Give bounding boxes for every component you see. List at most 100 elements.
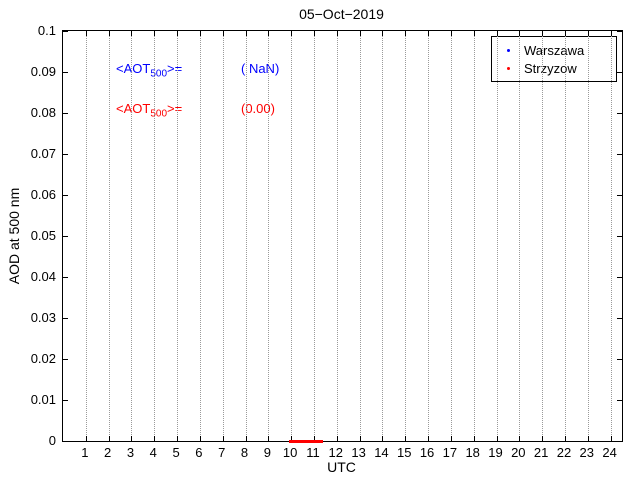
x-tick-mark [428, 31, 430, 36]
x-tick-mark [587, 436, 589, 441]
strzyzow-mean-annotation: <AOT500>= (0.00) [116, 101, 275, 120]
x-tick-mark [313, 31, 315, 36]
x-tick-label: 17 [442, 445, 458, 460]
data-point-strzyzow [314, 440, 319, 443]
y-tick-label: 0.02 [30, 351, 56, 366]
x-tick-mark [268, 31, 270, 36]
y-tick-mark [63, 359, 68, 360]
y-tick-label: 0 [48, 433, 56, 448]
gridline-vertical [450, 31, 452, 441]
y-tick-mark [63, 72, 68, 73]
gridline-vertical [359, 31, 361, 441]
x-tick-mark [336, 31, 338, 36]
x-tick-label: 22 [556, 445, 572, 460]
y-tick-mark [617, 31, 622, 32]
x-tick-mark [542, 436, 544, 441]
x-tick-mark [496, 436, 498, 441]
x-tick-mark [564, 31, 566, 36]
gridline-vertical [428, 31, 430, 441]
y-tick-mark [617, 72, 622, 73]
y-tick-label: 0.08 [30, 105, 56, 120]
warszawa-mean-annotation: <AOT500>= ( NaN) [116, 61, 279, 80]
x-tick-mark [473, 31, 475, 36]
x-tick-mark [85, 436, 87, 441]
x-tick-mark [359, 31, 361, 36]
x-tick-mark [245, 436, 247, 441]
y-tick-label: 0.01 [30, 392, 56, 407]
gridline-vertical [336, 31, 338, 441]
y-tick-mark [617, 400, 622, 401]
strzyzow-dot-icon [506, 66, 510, 70]
x-tick-mark [473, 436, 475, 441]
x-tick-label: 8 [240, 445, 249, 460]
x-tick-label: 23 [579, 445, 594, 460]
x-tick-label: 19 [488, 445, 503, 460]
x-tick-mark [336, 436, 338, 441]
x-tick-label: 3 [126, 445, 135, 460]
x-tick-mark [85, 31, 87, 36]
chart-title: 05−Oct−2019 [299, 6, 384, 22]
y-tick-label: 0.09 [30, 64, 56, 79]
data-point-strzyzow [300, 440, 305, 443]
y-tick-label: 0.07 [30, 146, 56, 161]
gridline-vertical [177, 31, 179, 441]
data-point-strzyzow [309, 440, 314, 443]
y-tick-mark [63, 31, 68, 32]
y-tick-label: 0.1 [37, 23, 56, 38]
gridline-vertical [85, 31, 87, 441]
gridline-vertical [382, 31, 384, 441]
x-tick-mark [450, 436, 452, 441]
x-tick-label: 16 [419, 445, 435, 460]
gridline-vertical [496, 31, 498, 441]
strzyzow-mean-value: (0.00) [241, 101, 275, 116]
y-tick-label: 0.04 [30, 269, 56, 284]
x-tick-mark [199, 436, 201, 441]
y-tick-mark [63, 318, 68, 319]
x-tick-mark [405, 31, 407, 36]
y-tick-mark [63, 441, 68, 442]
x-tick-mark [382, 436, 384, 441]
data-point-strzyzow [302, 440, 307, 443]
y-tick-mark [617, 441, 622, 442]
x-tick-mark [222, 436, 224, 441]
x-tick-mark [291, 436, 293, 441]
data-point-strzyzow [296, 440, 300, 443]
x-tick-mark [245, 31, 247, 36]
x-tick-mark [610, 31, 612, 36]
x-tick-label: 15 [397, 445, 412, 460]
data-point-strzyzow [307, 440, 312, 443]
x-tick-label: 7 [218, 445, 226, 460]
x-tick-mark [177, 31, 179, 36]
warszawa-dot-icon [506, 48, 510, 52]
x-tick-label: 14 [374, 445, 389, 460]
x-tick-mark [382, 31, 384, 36]
gridline-vertical [610, 31, 612, 441]
x-tick-mark [428, 436, 430, 441]
y-tick-mark [63, 113, 68, 114]
data-point-strzyzow [289, 440, 294, 443]
x-tick-label: 20 [511, 445, 526, 460]
warszawa-mean-value: ( NaN) [241, 61, 280, 76]
data-point-strzyzow [316, 440, 321, 443]
x-tick-mark [154, 31, 156, 36]
x-tick-mark [108, 436, 110, 441]
gridline-vertical [268, 31, 270, 441]
y-tick-mark [63, 154, 68, 155]
y-tick-mark [617, 277, 622, 278]
x-tick-label: 13 [351, 445, 366, 460]
x-tick-mark [496, 31, 498, 36]
gridline-vertical [131, 31, 133, 441]
x-tick-mark [610, 436, 612, 441]
data-point-strzyzow [298, 440, 303, 443]
warszawa-mean-label: <AOT500>= [116, 61, 183, 80]
x-tick-mark [450, 31, 452, 36]
x-tick-label: 11 [306, 445, 320, 460]
gridline-vertical [519, 31, 521, 441]
y-tick-mark [617, 154, 622, 155]
data-point-strzyzow [291, 440, 296, 443]
legend-item-strzyzow: Strzyzow [492, 59, 616, 77]
y-tick-label: 0.05 [30, 228, 56, 243]
plot-area: <AOT500>= ( NaN) <AOT500>= (0.00) Warszawa… [62, 30, 623, 443]
gridline-vertical [291, 31, 293, 441]
